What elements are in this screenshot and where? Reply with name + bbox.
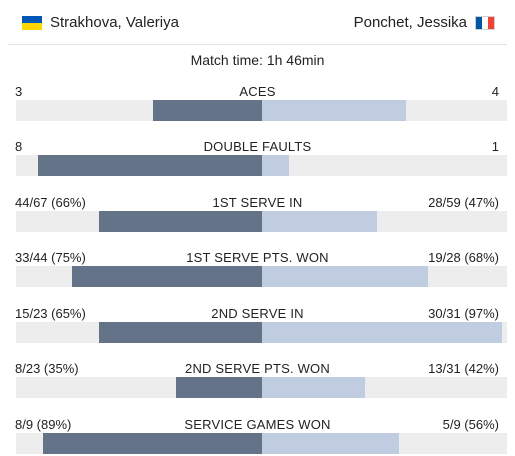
- home-value: 15/23 (65%): [15, 306, 86, 321]
- stat-bar-track: [16, 377, 507, 398]
- stat-row-double-faults: 8 DOUBLE FAULTS 1: [8, 138, 507, 176]
- home-player-name: Strakhova, Valeriya: [50, 14, 179, 31]
- stat-bar-track: [16, 211, 507, 232]
- away-bar: [261, 155, 289, 176]
- away-bar: [261, 266, 429, 287]
- away-value: 30/31 (97%): [428, 306, 499, 321]
- away-bar: [261, 100, 407, 121]
- away-value: 19/28 (68%): [428, 250, 499, 265]
- match-header: Strakhova, Valeriya Ponchet, Jessika: [8, 0, 507, 45]
- away-value: 28/59 (47%): [428, 195, 499, 210]
- away-bar: [261, 377, 365, 398]
- home-player[interactable]: Strakhova, Valeriya: [22, 13, 179, 33]
- away-player[interactable]: Ponchet, Jessika: [354, 13, 495, 33]
- stat-bar-track: [16, 155, 507, 176]
- home-bar: [153, 100, 262, 121]
- away-bar: [261, 211, 377, 232]
- stat-row-service-games-won: 8/9 (89%) SERVICE GAMES WON 5/9 (56%): [8, 416, 507, 454]
- stat-row-aces: 3 ACES 4: [8, 83, 507, 121]
- home-value: 44/67 (66%): [15, 195, 86, 210]
- home-bar: [72, 266, 262, 287]
- home-bar: [99, 322, 262, 343]
- stat-label: 1ST SERVE IN: [212, 195, 303, 210]
- away-bar: [261, 322, 503, 343]
- away-bar: [261, 433, 399, 454]
- home-value: 8: [15, 139, 23, 154]
- away-value: 1: [491, 139, 499, 154]
- home-value: 8/9 (89%): [15, 417, 72, 432]
- stat-row-2nd-serve-in: 15/23 (65%) 2ND SERVE IN 30/31 (97%): [8, 305, 507, 343]
- stat-row-1st-serve-pts-won: 33/44 (75%) 1ST SERVE PTS. WON 19/28 (68…: [8, 249, 507, 287]
- stat-label: 2ND SERVE PTS. WON: [185, 361, 330, 376]
- home-bar: [38, 155, 262, 176]
- stat-bar-track: [16, 100, 507, 121]
- stat-row-2nd-serve-pts-won: 8/23 (35%) 2ND SERVE PTS. WON 13/31 (42%…: [8, 360, 507, 398]
- stat-label: 1ST SERVE PTS. WON: [186, 250, 329, 265]
- away-value: 4: [491, 84, 499, 99]
- away-value: 5/9 (56%): [442, 417, 499, 432]
- ukraine-flag-icon: [22, 16, 42, 30]
- stat-bar-track: [16, 433, 507, 454]
- home-value: 8/23 (35%): [15, 361, 79, 376]
- home-value: 33/44 (75%): [15, 250, 86, 265]
- stat-label: SERVICE GAMES WON: [184, 417, 331, 432]
- home-bar: [175, 377, 262, 398]
- home-bar: [99, 211, 262, 232]
- match-time: Match time: 1h 46min: [190, 52, 325, 68]
- france-flag-icon: [475, 16, 495, 30]
- stat-bar-track: [16, 266, 507, 287]
- away-value: 13/31 (42%): [428, 361, 499, 376]
- stat-label: DOUBLE FAULTS: [203, 139, 312, 154]
- away-player-name: Ponchet, Jessika: [353, 14, 467, 31]
- home-value: 3: [15, 84, 23, 99]
- stat-label: ACES: [239, 84, 276, 99]
- stat-row-1st-serve-in: 44/67 (66%) 1ST SERVE IN 28/59 (47%): [8, 194, 507, 232]
- stat-bar-track: [16, 322, 507, 343]
- stat-label: 2ND SERVE IN: [211, 306, 304, 321]
- home-bar: [43, 433, 262, 454]
